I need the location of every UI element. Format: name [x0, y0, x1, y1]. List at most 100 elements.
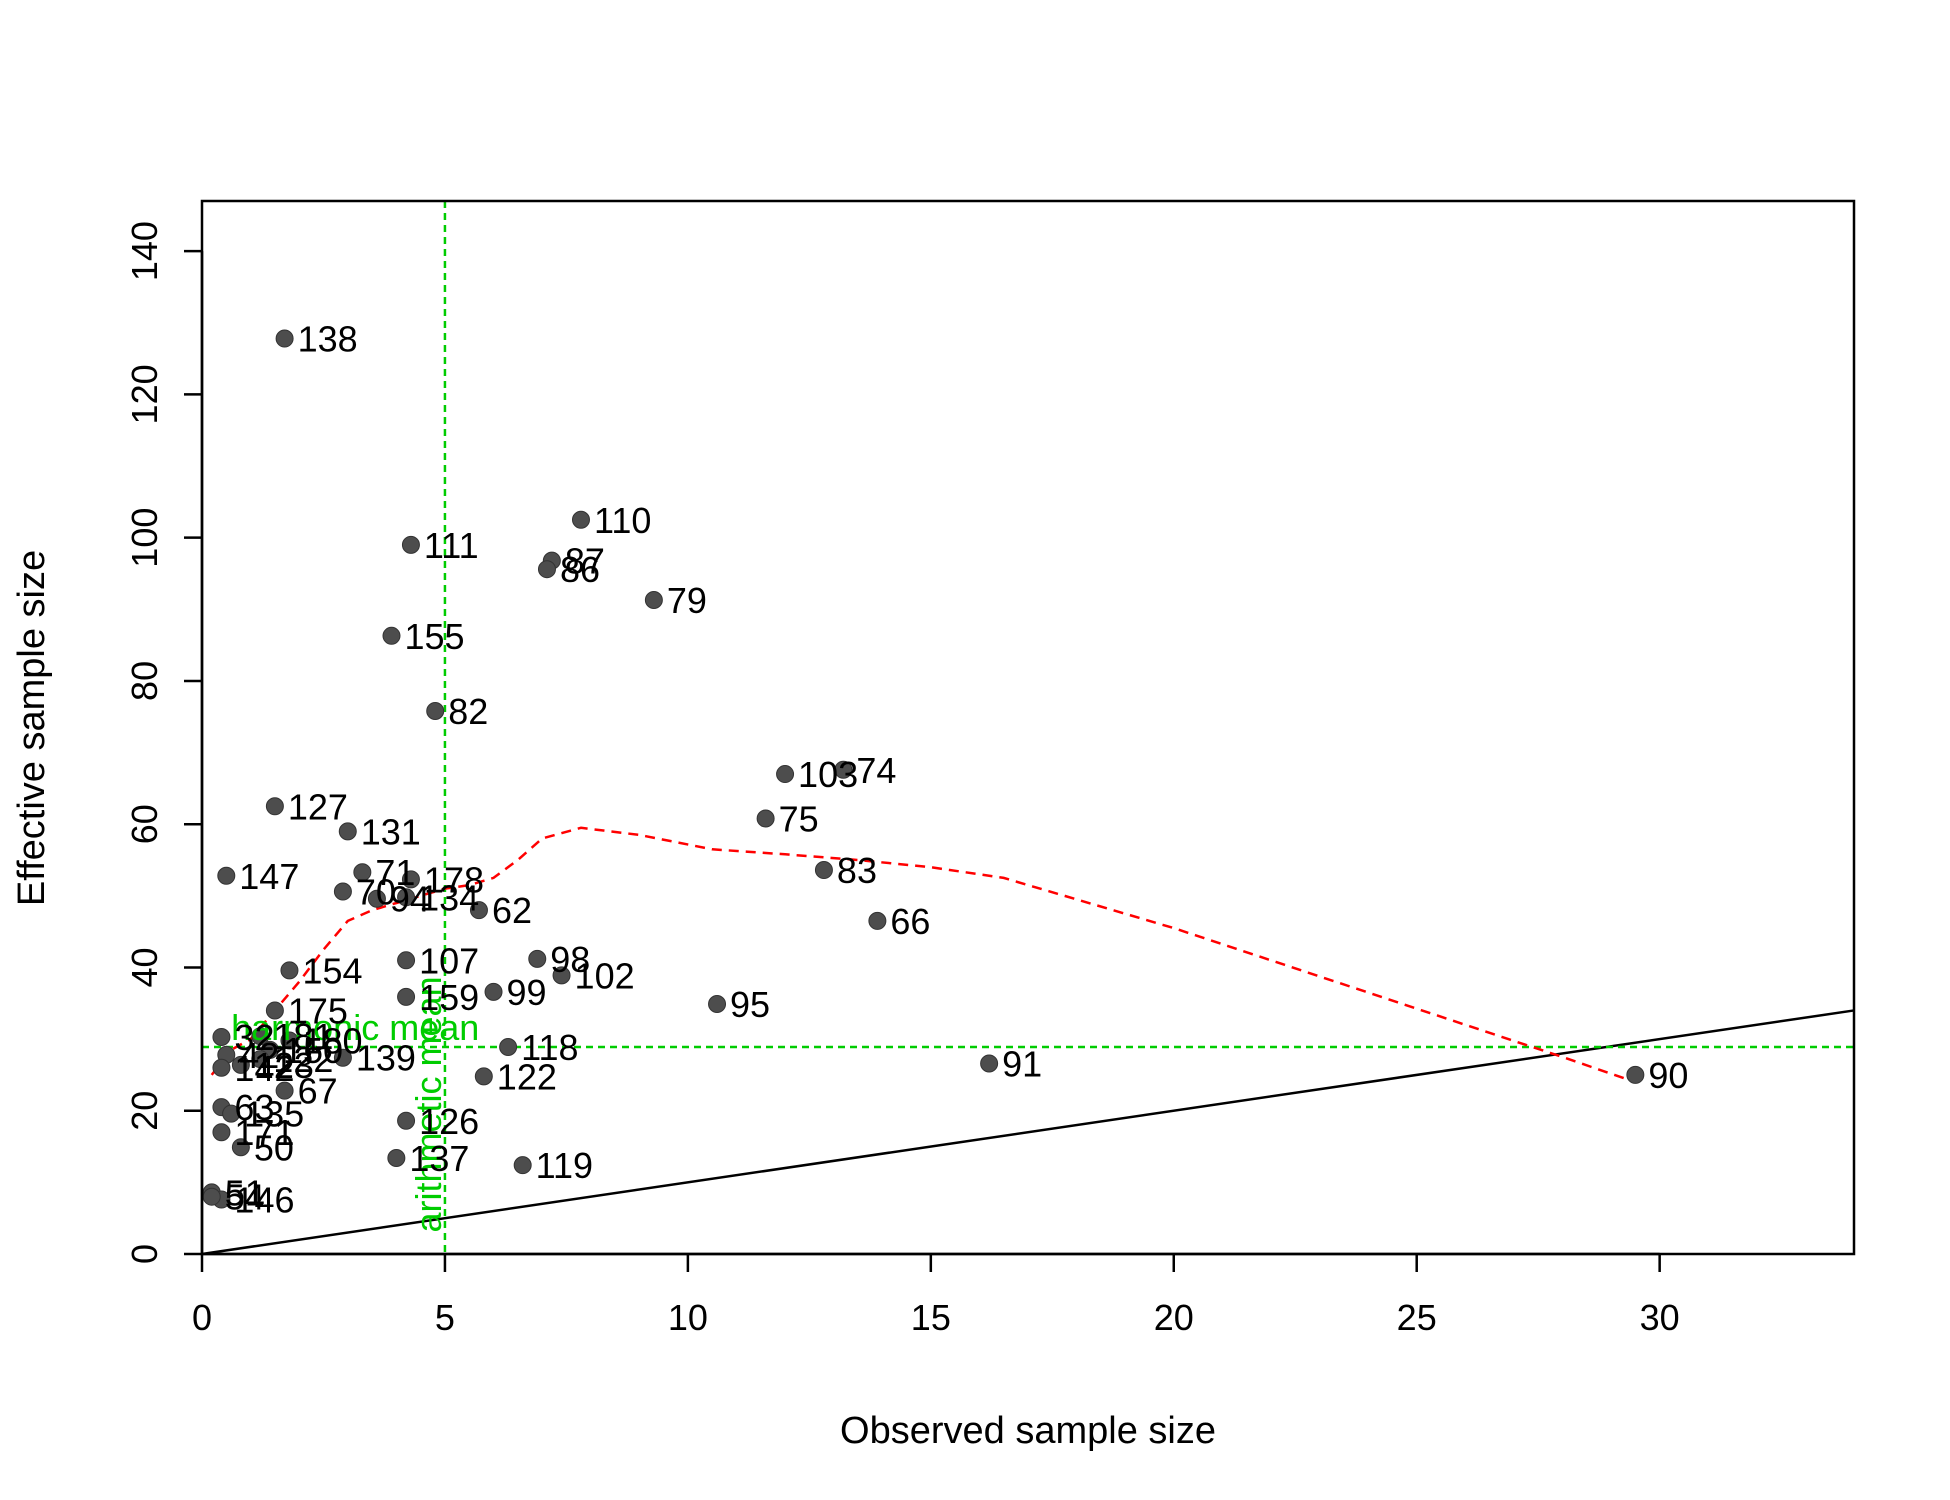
- data-point: [426, 702, 445, 721]
- data-point: [469, 901, 488, 920]
- x-tick-label: 30: [1640, 1297, 1680, 1338]
- point-label: 123: [254, 1045, 314, 1086]
- point-label: 111: [424, 525, 479, 566]
- data-point: [333, 882, 352, 901]
- x-axis-title: Observed sample size: [840, 1410, 1216, 1452]
- data-point: [644, 590, 663, 609]
- point-label: 159: [419, 977, 479, 1018]
- data-point: [222, 1104, 241, 1123]
- point-label: 127: [288, 786, 348, 827]
- data-point: [401, 870, 420, 889]
- point-label: 110: [594, 500, 651, 541]
- y-tick-label: 20: [124, 1091, 165, 1131]
- data-point: [980, 1054, 999, 1073]
- data-point: [474, 1067, 493, 1086]
- point-label: 42: [239, 1035, 279, 1076]
- data-point: [397, 888, 416, 907]
- point-label: 50: [254, 1127, 294, 1168]
- data-point: [231, 1138, 250, 1157]
- data-point: [814, 861, 833, 880]
- point-label: 86: [560, 549, 600, 590]
- point-label: 107: [419, 940, 479, 981]
- data-point: [1626, 1065, 1645, 1084]
- point-label: 94: [390, 879, 430, 920]
- point-label: 51: [225, 1172, 265, 1213]
- point-label: 99: [507, 972, 547, 1013]
- x-tick-label: 15: [911, 1297, 951, 1338]
- data-point: [338, 822, 357, 841]
- point-label: 154: [302, 950, 362, 991]
- point-label: 54: [225, 1177, 265, 1218]
- point-label: 155: [404, 616, 464, 657]
- point-label: 150: [283, 1030, 343, 1071]
- point-label: 122: [497, 1056, 557, 1097]
- data-point: [202, 1187, 221, 1206]
- point-label: 66: [890, 901, 930, 942]
- point-label: 139: [356, 1038, 416, 1079]
- y-axis-title: Effective sample size: [11, 550, 53, 906]
- point-label: 181: [273, 1016, 333, 1057]
- chart-lines: [201, 201, 1855, 1256]
- data-point: [484, 982, 503, 1001]
- arithmetic-mean-label: arithmetic mean: [408, 976, 449, 1232]
- point-label: 142: [234, 1048, 294, 1089]
- data-point: [212, 1123, 231, 1142]
- point-label: 90: [1648, 1055, 1688, 1096]
- data-point: [382, 626, 401, 645]
- data-point: [776, 765, 795, 784]
- point-label: 75: [779, 798, 819, 839]
- point-label: 147: [239, 856, 299, 897]
- point-label: 118: [521, 1027, 578, 1068]
- data-point: [552, 966, 571, 985]
- data-point: [265, 1001, 284, 1020]
- point-label: 79: [667, 580, 707, 621]
- point-label: 67: [298, 1071, 338, 1112]
- data-point: [251, 1027, 270, 1046]
- point-label: 63: [234, 1087, 274, 1128]
- data-point: [367, 889, 386, 908]
- smooth-trend-line: [210, 826, 1636, 1084]
- data-point: [280, 961, 299, 980]
- point-label: 171: [234, 1112, 294, 1153]
- point-label: 95: [730, 984, 770, 1025]
- point-label: 126: [419, 1101, 479, 1142]
- point-label: 87: [565, 541, 605, 582]
- data-point: [265, 797, 284, 816]
- data-point: [513, 1156, 532, 1175]
- x-tick-label: 25: [1397, 1297, 1437, 1338]
- data-point: [537, 560, 556, 579]
- data-point: [212, 1027, 231, 1046]
- harmonic-mean-label: harmonic mean: [231, 1007, 479, 1048]
- point-label: 98: [550, 939, 590, 980]
- identity-line: [201, 1009, 1855, 1256]
- data-point: [397, 1111, 416, 1130]
- chart-points: [202, 329, 1645, 1209]
- x-tick-label: 0: [192, 1297, 212, 1338]
- data-point: [387, 1149, 406, 1168]
- y-tick-label: 60: [124, 804, 165, 844]
- data-point: [217, 866, 236, 885]
- y-tick-label: 40: [124, 947, 165, 987]
- data-point: [333, 1048, 352, 1067]
- data-point: [756, 809, 775, 828]
- data-point: [275, 329, 294, 348]
- data-point: [353, 863, 372, 882]
- y-tick-label: 80: [124, 661, 165, 701]
- point-label: 103: [798, 754, 858, 795]
- point-label: 122: [273, 1039, 333, 1080]
- y-tick-label: 140: [124, 221, 165, 281]
- data-point: [834, 760, 853, 779]
- point-label: 62: [492, 890, 532, 931]
- point-label: 178: [424, 859, 484, 900]
- point-label: 83: [837, 850, 877, 891]
- point-label: 134: [419, 877, 479, 918]
- point-label: 119: [536, 1145, 593, 1186]
- x-tick-label: 10: [668, 1297, 708, 1338]
- data-point: [231, 1055, 250, 1074]
- data-point: [275, 1081, 294, 1100]
- point-label: 74: [856, 750, 896, 791]
- point-label: 131: [361, 811, 421, 852]
- data-point: [251, 1050, 270, 1069]
